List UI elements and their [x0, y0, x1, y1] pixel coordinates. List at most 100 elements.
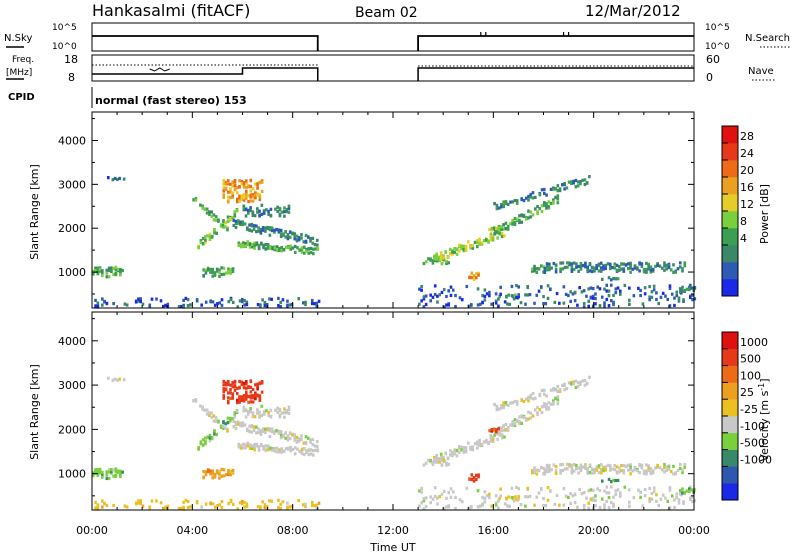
power-echo-cell [283, 210, 286, 214]
power-echo-cell [245, 302, 249, 307]
power-echo-cell [531, 213, 535, 217]
velocity-echo-cell [678, 466, 682, 471]
power-echo-cell [583, 182, 587, 187]
velocity-echo-cell [222, 379, 226, 384]
velocity-echo-cell [455, 448, 459, 452]
power-echo-cell [614, 277, 618, 281]
power-echo-cell [248, 242, 252, 246]
velocity-echo-cell [629, 465, 632, 469]
velocity-echo-cell [209, 472, 212, 476]
power-echo-cell [254, 182, 257, 186]
velocity-echo-cell [675, 492, 679, 496]
power-echo-cell [615, 268, 619, 272]
velocity-echo-cell [226, 401, 230, 405]
velocity-echo-cell [424, 461, 428, 465]
power-echo-cell [498, 232, 502, 236]
velocity-echo-cell [96, 503, 100, 507]
velocity-echo-cell [229, 469, 233, 474]
power-echo-cell [96, 266, 100, 270]
power-echo-cell [98, 267, 102, 271]
velocity-echo-cell [683, 462, 687, 467]
velocity-echo-cell [280, 411, 284, 415]
velocity-echo-cell [536, 405, 539, 410]
velocity-echo-cell [280, 447, 283, 451]
power-echo-cell [259, 304, 262, 308]
velocity-echo-cell [643, 487, 647, 492]
power-echo-cell [232, 218, 236, 222]
power-echo-cell [112, 272, 115, 277]
power-echo-cell [313, 243, 317, 247]
power-echo-cell [483, 288, 487, 292]
velocity-echo-cell [573, 492, 577, 496]
power-echo-cell [453, 247, 457, 251]
velocity-echo-cell [520, 398, 524, 403]
power-echo-cell [231, 191, 235, 195]
velocity-echo-cell [458, 498, 462, 502]
power-echo-cell [455, 247, 459, 251]
power-echo-cell [304, 302, 307, 307]
velocity-echo-cell [529, 396, 533, 400]
power-echo-cell [116, 267, 120, 272]
velocity-echo-cell [442, 507, 446, 511]
power-echo-cell [655, 297, 658, 302]
velocity-echo-cell [302, 441, 306, 445]
power-echo-cell [495, 226, 498, 231]
velocity-echo-cell [497, 499, 500, 503]
velocity-echo-cell [101, 470, 104, 474]
power-echo-cell [502, 223, 505, 227]
power-echo-cell [222, 182, 226, 186]
velocity-echo-cell [629, 463, 632, 467]
power-echo-cell [548, 265, 551, 269]
power-echo-cell [279, 232, 283, 236]
power-echo-cell [222, 179, 226, 183]
velocity-echo-cell [614, 489, 618, 493]
power-echo-cell [256, 210, 259, 214]
velocity-echo-cell [137, 499, 140, 503]
velocity-echo-cell [447, 505, 451, 509]
velocity-echo-cell [558, 389, 562, 393]
power-echo-cell [182, 298, 185, 302]
x-tick-label: 16:00 [477, 524, 509, 537]
power-echo-cell [542, 302, 545, 306]
power-echo-cell [209, 267, 212, 271]
power-echo-cell [535, 293, 539, 297]
velocity-echo-cell [600, 479, 604, 483]
velocity-echo-cell [476, 446, 479, 450]
velocity-echo-cell [583, 383, 587, 387]
power-echo-cell [234, 225, 238, 229]
power-echo-cell [649, 270, 653, 274]
power-echo-cell [528, 292, 532, 297]
power-echo-cell [239, 222, 242, 226]
power-echo-cell [249, 208, 252, 213]
velocity-echo-cell [218, 503, 222, 507]
y-tick-label: 3000 [58, 379, 86, 392]
velocity-echo-cell [433, 486, 437, 490]
velocity-echo-cell [550, 468, 553, 472]
power-echo-cell [240, 297, 244, 302]
velocity-echo-cell [177, 506, 181, 511]
power-echo-cell [520, 220, 524, 224]
power-echo-cell [206, 234, 209, 238]
power-echo-cell [475, 276, 478, 280]
power-echo-cell [540, 204, 544, 208]
power-echo-cell [213, 303, 217, 307]
velocity-echo-cell [524, 495, 527, 499]
power-echo-cell [579, 179, 582, 184]
velocity-echo-cell [199, 440, 203, 444]
velocity-echo-cell [546, 486, 550, 490]
velocity-echo-cell [552, 402, 555, 406]
velocity-echo-cell [297, 499, 301, 503]
velocity-echo-cell [606, 463, 610, 467]
velocity-echo-cell [451, 454, 454, 458]
power-echo-cell [527, 216, 530, 220]
velocity-echo-cell [617, 470, 621, 474]
velocity-echo-cell [649, 467, 653, 471]
power-echo-cell [617, 268, 621, 272]
power-echo-cell [300, 233, 303, 237]
power-echo-cell [291, 246, 295, 250]
velocity-echo-cell [427, 458, 430, 462]
velocity-echo-cell [582, 507, 586, 511]
power-echo-cell [584, 262, 587, 267]
velocity-echo-cell [209, 502, 212, 506]
power-echo-cell [269, 207, 273, 211]
